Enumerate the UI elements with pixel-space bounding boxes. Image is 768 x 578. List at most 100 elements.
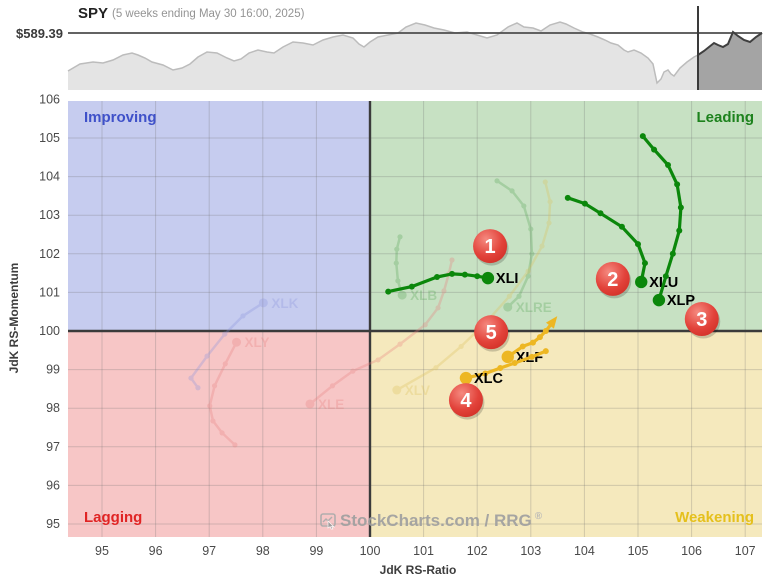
XLC-head-dot[interactable] xyxy=(459,371,473,385)
XLP-tail-dot xyxy=(665,162,672,169)
XLI-tail-dot xyxy=(449,270,456,277)
XLB-tail-dot xyxy=(394,246,400,252)
XLE-tail-dot xyxy=(329,383,336,389)
annotation-circle-3: 3 xyxy=(684,302,721,339)
quadrant-lagging xyxy=(68,331,370,537)
x-tick-label: 102 xyxy=(467,544,488,558)
XLC-tail-dot xyxy=(542,348,549,355)
XLB-label[interactable]: XLB xyxy=(410,288,437,303)
rrg-series-XLE: XLE xyxy=(305,257,455,412)
y-tick-label: 98 xyxy=(46,401,60,415)
annotation-number: 2 xyxy=(607,269,618,291)
annotation-disc xyxy=(448,383,483,418)
XLRE-tail-dot xyxy=(516,293,522,299)
annotation-disc xyxy=(684,302,719,337)
XLE-tail xyxy=(308,258,454,406)
x-tick-label: 99 xyxy=(309,544,323,558)
XLC-label[interactable]: XLC xyxy=(474,371,504,387)
x-tick-label: 107 xyxy=(735,544,756,558)
XLV-tail-dot xyxy=(506,293,512,299)
XLY-tail-dot xyxy=(211,383,218,389)
XLRE-head-dot[interactable] xyxy=(503,302,513,312)
XLK-tail-dot xyxy=(222,331,228,337)
last-price-label: $589.39 xyxy=(16,26,63,41)
x-tick-label: 97 xyxy=(202,544,216,558)
XLY-label[interactable]: XLY xyxy=(245,335,270,350)
XLV-tail-dot xyxy=(547,199,553,205)
spy-line-light xyxy=(67,21,699,85)
rrg-series-XLI: XLI xyxy=(385,270,519,295)
y-tick-label: 97 xyxy=(46,440,60,454)
y-tick-label: 101 xyxy=(39,285,60,299)
y-tick-label: 100 xyxy=(39,324,60,338)
XLY-tail-dot xyxy=(232,442,238,448)
XLV-head-dot[interactable] xyxy=(392,385,402,395)
XLRE-tail-dot xyxy=(494,178,500,184)
XLC-tail-dot xyxy=(482,370,489,377)
XLU-tail-dot xyxy=(641,260,648,267)
XLK-head-dot[interactable] xyxy=(258,298,268,308)
XLE-tail-dot xyxy=(449,257,455,263)
XLP-tail-dot xyxy=(669,250,676,257)
XLI-tail-dot xyxy=(408,283,415,290)
XLU-tail-dot xyxy=(635,241,641,248)
annotation-circle-4: 4 xyxy=(448,383,485,420)
XLV-tail-dot xyxy=(433,365,439,371)
x-tick-label: 95 xyxy=(95,544,109,558)
XLY-head-dot[interactable] xyxy=(232,337,242,347)
XLB-tail-dot xyxy=(393,260,399,266)
XLV-label[interactable]: XLV xyxy=(405,383,430,398)
XLRE-tail-dot xyxy=(509,188,515,194)
XLE-tail-dot xyxy=(435,305,441,311)
rrg-plot: 95 96 97 98 99 100 101 102 103 104 105 106 107 95 96 97… xyxy=(39,92,762,558)
XLI-label[interactable]: XLI xyxy=(496,271,519,287)
annotation-number: 4 xyxy=(460,390,472,412)
XLE-label[interactable]: XLE xyxy=(318,397,344,412)
XLY-tail xyxy=(208,340,238,447)
x-tick-label: 98 xyxy=(256,544,270,558)
y-tick-label: 99 xyxy=(46,363,60,377)
annotation-disc xyxy=(474,315,509,350)
XLP-label[interactable]: XLP xyxy=(667,293,696,309)
annotation-circle-5: 5 xyxy=(474,315,510,352)
XLI-tail-dot xyxy=(474,273,481,280)
XLI-tail-dot xyxy=(461,271,468,278)
XLE-head-dot[interactable] xyxy=(305,399,315,409)
XLP-head-dot[interactable] xyxy=(652,293,666,307)
x-tick-label: 103 xyxy=(520,544,541,558)
XLRE-tail xyxy=(495,179,534,309)
XLU-head-dot[interactable] xyxy=(635,275,648,289)
XLF-head-dot[interactable] xyxy=(501,350,514,364)
XLV-tail-dot xyxy=(539,243,545,249)
XLP-tail-dot xyxy=(676,227,683,234)
spy-area-light xyxy=(68,22,698,90)
x-tick-label: 104 xyxy=(574,544,595,558)
annotation-number: 5 xyxy=(486,322,497,344)
XLB-head-dot[interactable] xyxy=(397,290,407,300)
x-tick-label: 96 xyxy=(149,544,163,558)
XLK-label[interactable]: XLK xyxy=(271,296,298,311)
XLK-tail-dot xyxy=(204,353,210,359)
rrg-series-XLRE: XLRE xyxy=(494,178,552,315)
XLK-tail-dot xyxy=(195,385,201,391)
XLY-tail-dot xyxy=(207,403,213,409)
XLRE-label[interactable]: XLRE xyxy=(516,300,552,315)
XLF-tail-dot xyxy=(529,339,536,346)
XLRE-tail-dot xyxy=(525,273,531,279)
annotation-circle-1: 1 xyxy=(473,229,509,266)
XLI-head-dot[interactable] xyxy=(481,271,495,285)
quadrant-label-weakening: Weakening xyxy=(675,509,754,526)
XLY-tail-dot xyxy=(219,430,225,436)
y-tick-label: 106 xyxy=(39,92,60,106)
spy-mini-chart xyxy=(67,6,763,90)
XLF-tail-dot xyxy=(536,334,543,341)
XLK-tail-dot xyxy=(240,313,246,319)
XLE-tail-dot xyxy=(397,341,403,347)
x-tick-label: 101 xyxy=(413,544,434,558)
x-tick-label: 100 xyxy=(360,544,381,558)
XLI-tail-dot xyxy=(385,288,392,295)
y-tick-label: 96 xyxy=(46,478,60,492)
XLY-tail-dot xyxy=(222,361,228,367)
XLRE-tail-dot xyxy=(529,251,535,257)
XLP-tail-dot xyxy=(674,181,681,188)
